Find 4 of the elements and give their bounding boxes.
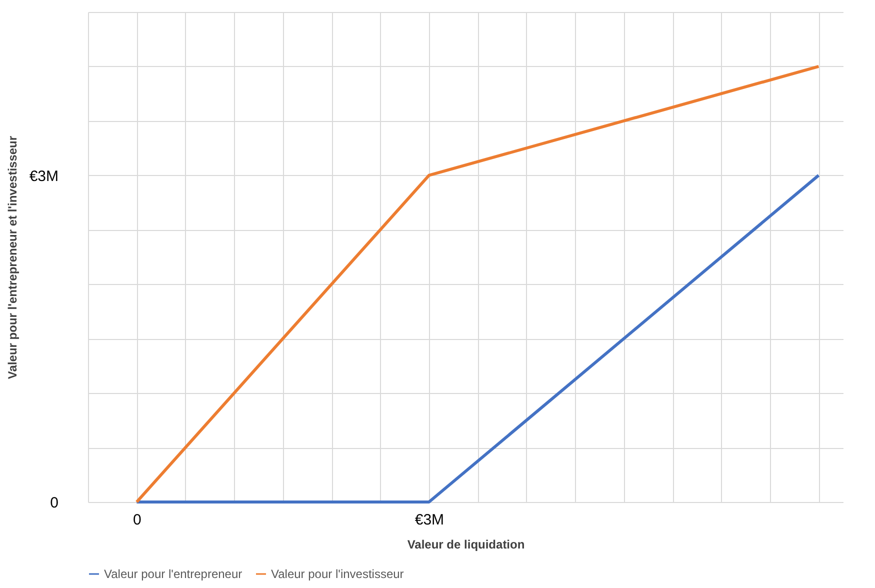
legend-label: Valeur pour l'entrepreneur — [104, 567, 242, 581]
x-axis-title: Valeur de liquidation — [407, 538, 525, 552]
y-axis-title: Valeur pour l'entrepreneur et l'investisseur — [5, 136, 20, 380]
legend-label: Valeur pour l'investisseur — [271, 567, 404, 581]
